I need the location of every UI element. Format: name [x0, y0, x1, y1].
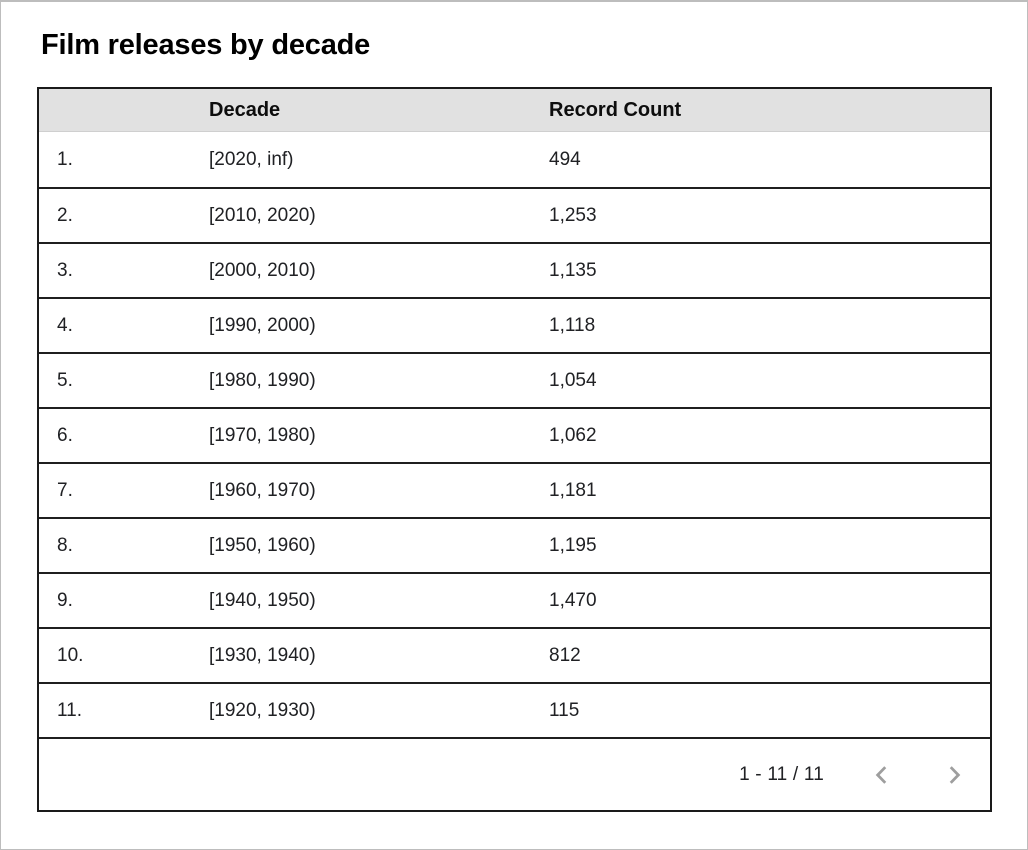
row-index-cell: 10. [57, 644, 84, 666]
column-header-record-count[interactable]: Record Count [549, 98, 682, 121]
table-row: 9. [1940, 1950) 1,470 [39, 572, 990, 627]
decade-cell: [1960, 1970) [209, 479, 316, 501]
table-row: 7. [1960, 1970) 1,181 [39, 462, 990, 517]
row-index-cell: 4. [57, 314, 73, 336]
decade-cell: [1930, 1940) [209, 644, 316, 666]
table-header-row: Decade Record Count [39, 89, 990, 132]
row-index-cell: 6. [57, 424, 73, 446]
decade-cell: [1980, 1990) [209, 369, 316, 391]
record-count-cell: 115 [549, 699, 580, 721]
row-index-cell: 5. [57, 369, 73, 391]
chart-title: Film releases by decade [41, 29, 371, 61]
record-count-cell: 1,195 [549, 534, 597, 556]
row-index-cell: 11. [57, 699, 83, 721]
row-index-cell: 3. [57, 259, 73, 281]
record-count-cell: 1,062 [549, 424, 597, 446]
decade-cell: [2000, 2010) [209, 259, 316, 281]
table-row: 10. [1930, 1940) 812 [39, 627, 990, 682]
prev-page-button[interactable] [868, 761, 896, 789]
row-index-cell: 8. [57, 534, 73, 556]
record-count-cell: 1,181 [549, 479, 597, 501]
table-chart: Decade Record Count 1. [2020, inf) 494 2. [2… [37, 87, 992, 812]
decade-cell: [2020, inf) [209, 148, 294, 170]
next-page-button[interactable] [940, 761, 968, 789]
record-count-cell: 1,253 [549, 204, 597, 226]
chevron-right-icon [941, 762, 967, 788]
row-index-cell: 9. [57, 589, 73, 611]
record-count-cell: 1,470 [549, 589, 597, 611]
column-header-decade[interactable]: Decade [209, 98, 281, 121]
record-count-cell: 812 [549, 644, 581, 666]
table-row: 5. [1980, 1990) 1,054 [39, 352, 990, 407]
table-row: 3. [2000, 2010) 1,135 [39, 242, 990, 297]
chevron-left-icon [869, 762, 895, 788]
table-row: 4. [1990, 2000) 1,118 [39, 297, 990, 352]
decade-cell: [1990, 2000) [209, 314, 316, 336]
decade-cell: [1940, 1950) [209, 589, 316, 611]
record-count-cell: 1,135 [549, 259, 597, 281]
decade-cell: [2010, 2020) [209, 204, 316, 226]
decade-cell: [1970, 1980) [209, 424, 316, 446]
row-index-cell: 2. [57, 204, 73, 226]
table-row: 2. [2010, 2020) 1,253 [39, 187, 990, 242]
table-footer: 1 - 11 / 11 [39, 737, 990, 810]
row-index-cell: 7. [57, 479, 73, 501]
record-count-cell: 1,054 [549, 369, 597, 391]
decade-cell: [1950, 1960) [209, 534, 316, 556]
record-count-cell: 494 [549, 148, 581, 170]
table-row: 6. [1970, 1980) 1,062 [39, 407, 990, 462]
table-row: 8. [1950, 1960) 1,195 [39, 517, 990, 572]
decade-cell: [1920, 1930) [209, 699, 316, 721]
row-index-cell: 1. [57, 148, 73, 170]
table-body: 1. [2020, inf) 494 2. [2010, 2020) 1,253 3. [20… [39, 132, 990, 737]
table-row: 1. [2020, inf) 494 [39, 132, 990, 187]
table-row: 11. [1920, 1930) 115 [39, 682, 990, 737]
pagination-range-label: 1 - 11 / 11 [739, 763, 824, 785]
record-count-cell: 1,118 [549, 314, 596, 336]
